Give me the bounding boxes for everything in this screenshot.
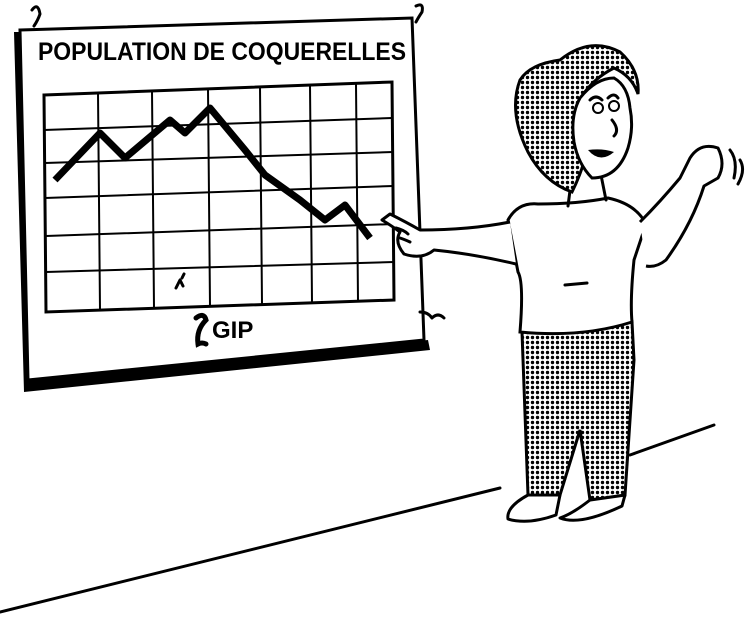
logo-text: GIP [212, 317, 253, 344]
cartoon: POPULATION DE COQUERELLES GIP [0, 0, 746, 624]
poster-title: POPULATION DE COQUERELLES [38, 38, 406, 66]
woman [382, 46, 743, 522]
